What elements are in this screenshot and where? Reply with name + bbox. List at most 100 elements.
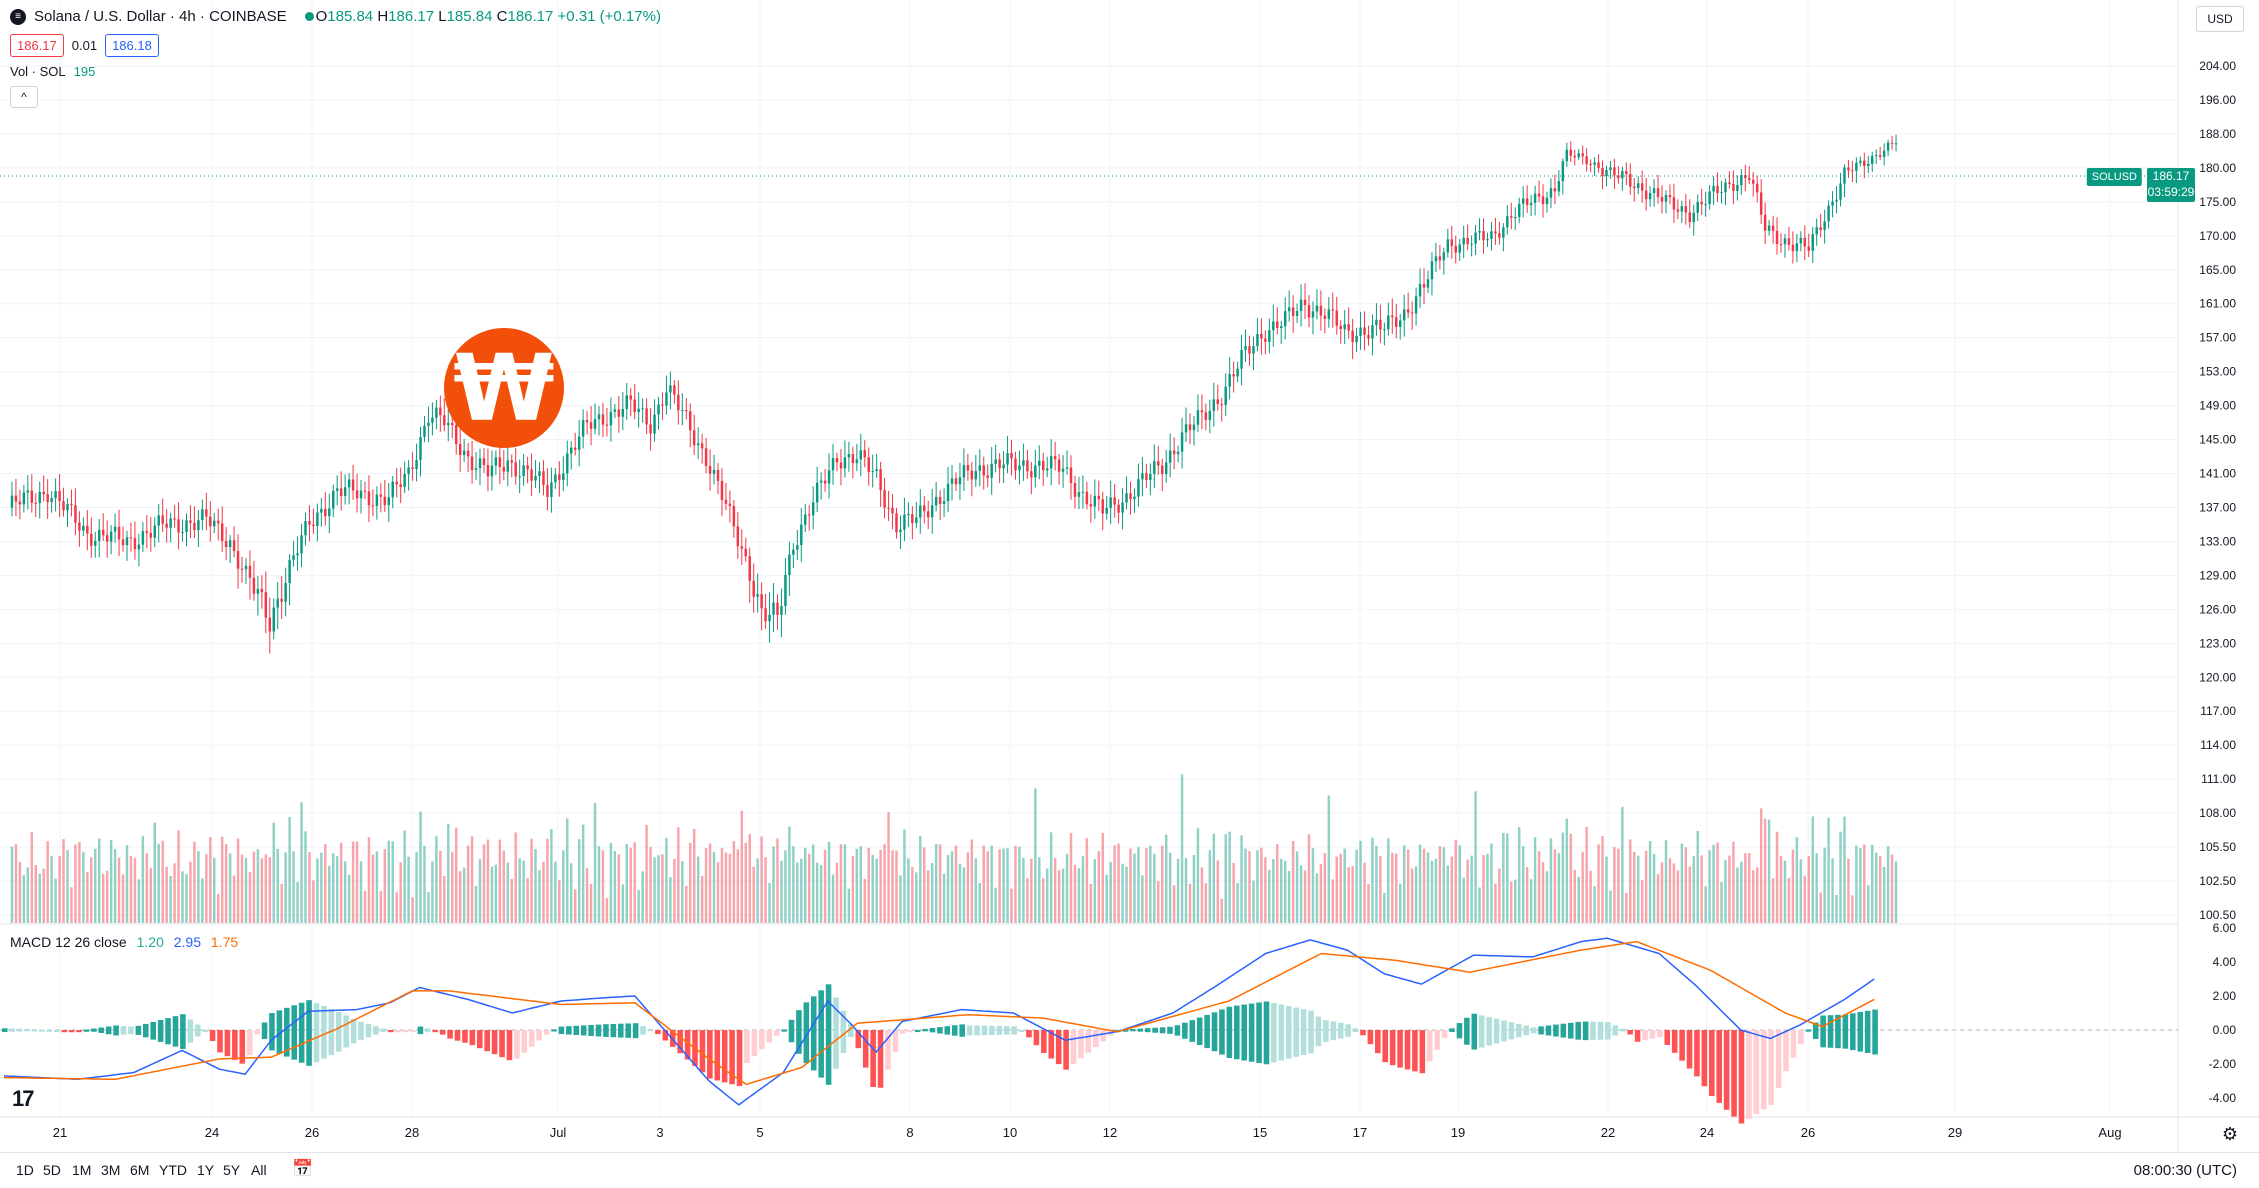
candle-body: [1359, 327, 1362, 336]
candle-body: [1089, 504, 1093, 507]
volume-bar: [843, 844, 847, 923]
macd-histogram-bar: [1850, 1013, 1856, 1051]
candle-body: [177, 519, 180, 533]
macd-histogram-bar: [796, 1010, 802, 1054]
volume-bar: [379, 891, 383, 923]
buy-price-button[interactable]: 186.18: [105, 34, 159, 57]
price-axis-label: 204.00: [2199, 59, 2236, 73]
candle-body: [462, 450, 466, 455]
utc-clock[interactable]: 08:00:30 (UTC): [2133, 1162, 2237, 1179]
range-ytd-button[interactable]: YTD: [159, 1162, 187, 1178]
candle-body: [1430, 261, 1434, 280]
volume-bar: [1125, 866, 1128, 923]
volume-bar: [1486, 853, 1489, 923]
volume-bar: [1387, 838, 1390, 923]
currency-button[interactable]: USD: [2196, 6, 2244, 32]
macd-histogram-bar: [53, 1029, 60, 1033]
volume-bar: [962, 867, 966, 923]
volume-bar: [209, 837, 212, 923]
candle-body: [1490, 231, 1493, 239]
volume-bar: [542, 861, 545, 923]
macd-legend[interactable]: MACD 12 26 close 1.20 2.95 1.75: [10, 934, 238, 950]
macd-histogram-bar: [1234, 1005, 1240, 1060]
volume-bar: [700, 876, 704, 923]
candle-body: [1811, 234, 1814, 251]
collapse-legend-button[interactable]: ^: [10, 86, 38, 108]
candle-body: [919, 505, 922, 518]
candle-body: [1236, 368, 1239, 377]
macd-histogram-bar: [1330, 1021, 1337, 1041]
candle-body: [1153, 461, 1156, 474]
range-1d-button[interactable]: 1D: [16, 1162, 34, 1178]
volume-bar: [926, 870, 930, 923]
symbol-legend[interactable]: ≡ Solana / U.S. Dollar · 4h · COINBASE O…: [10, 8, 661, 25]
macd-histogram-bar: [825, 984, 832, 1085]
volume-bar: [1775, 831, 1779, 923]
range-1m-button[interactable]: 1M: [72, 1162, 92, 1178]
candle-body: [1232, 374, 1235, 377]
candle-body: [161, 515, 164, 524]
volume-bar: [1208, 850, 1212, 923]
volume-bar: [1002, 848, 1005, 923]
volume-bar: [573, 889, 577, 923]
volume-bar: [1216, 860, 1219, 923]
volume-bar: [1398, 883, 1402, 923]
macd-histogram-bar: [580, 1025, 587, 1036]
volume-bar: [823, 849, 827, 923]
volume-bar: [1712, 844, 1715, 923]
macd-histogram-bar: [246, 1030, 253, 1056]
volume-bar: [1553, 849, 1557, 923]
volume-bar: [125, 845, 129, 923]
candle-body: [998, 459, 1001, 469]
volume-bar: [938, 844, 942, 923]
candle-body: [300, 535, 303, 554]
macd-histogram-bar: [39, 1029, 45, 1032]
range-6m-button[interactable]: 6M: [130, 1162, 150, 1178]
macd-histogram-bar: [298, 1002, 305, 1063]
candle-body: [1268, 330, 1271, 342]
macd-histogram-bar: [684, 1030, 691, 1060]
volume-bar: [831, 874, 835, 923]
candle-body: [1585, 156, 1588, 165]
tradingview-logo[interactable]: 17: [12, 1086, 35, 1111]
chart-settings-gear-icon[interactable]: ⚙: [2221, 1123, 2239, 1144]
candle-body: [538, 471, 541, 477]
volume-bar: [1597, 844, 1600, 923]
candle-body: [70, 503, 73, 506]
range-5y-button[interactable]: 5Y: [223, 1162, 241, 1178]
volume-bar: [109, 840, 113, 923]
volume-bar: [256, 849, 260, 923]
macd-histogram-bar: [848, 1024, 854, 1038]
macd-histogram-bar: [1337, 1022, 1344, 1039]
symbol-title[interactable]: Solana / U.S. Dollar · 4h · COINBASE: [34, 8, 287, 25]
sell-price-button[interactable]: 186.17: [10, 34, 64, 57]
range-1y-button[interactable]: 1Y: [197, 1162, 215, 1178]
volume-bar: [760, 836, 763, 923]
volume-bar: [478, 859, 482, 923]
volume-bar: [1633, 851, 1636, 923]
macd-histogram-bar: [937, 1027, 943, 1034]
candle-body: [498, 457, 502, 467]
candle-body: [1823, 221, 1826, 231]
candle-body: [145, 531, 149, 534]
range-3m-button[interactable]: 3M: [101, 1162, 121, 1178]
candle-body: [1347, 324, 1350, 331]
range-5d-button[interactable]: 5D: [43, 1162, 61, 1178]
volume-bar: [982, 845, 985, 923]
calendar-range-icon[interactable]: 📅: [292, 1159, 314, 1178]
volume-legend[interactable]: Vol · SOL 195: [10, 64, 95, 79]
volume-bar: [1172, 885, 1176, 923]
candle-body: [22, 492, 26, 505]
range-all-button[interactable]: All: [251, 1162, 267, 1178]
candle-body: [1807, 246, 1811, 251]
candle-body: [1331, 309, 1335, 311]
volume-bar: [1335, 856, 1338, 923]
macd-histogram-bar: [528, 1030, 535, 1047]
candle-body: [1244, 346, 1247, 350]
candle-body: [958, 477, 962, 485]
candle-body: [534, 476, 537, 481]
candle-body: [1827, 205, 1830, 222]
macd-histogram-bar: [862, 1030, 869, 1068]
candle-body: [1141, 473, 1144, 480]
